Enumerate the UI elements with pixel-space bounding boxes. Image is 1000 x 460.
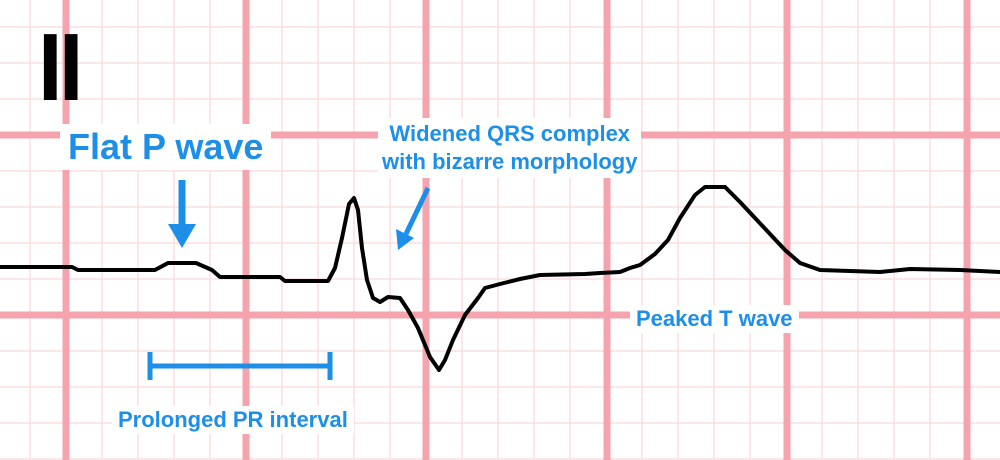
pr-interval-label: Prolonged PR interval — [112, 406, 354, 434]
qrs-label-line-1: Widened QRS complex — [389, 121, 631, 146]
flat-p-arrow — [168, 180, 196, 248]
flat-p-wave-label: Flat P wave — [60, 124, 272, 170]
lead-label: II — [38, 14, 83, 121]
qrs-arrow — [396, 186, 431, 250]
ecg-trace — [0, 185, 1000, 372]
qrs-complex-label: Widened QRS complex with bizarre morphol… — [378, 118, 642, 178]
qrs-label-line-2: with bizarre morphology — [382, 149, 638, 174]
peaked-t-wave-label: Peaked T wave — [630, 305, 799, 333]
pr-interval-bracket — [147, 352, 333, 380]
